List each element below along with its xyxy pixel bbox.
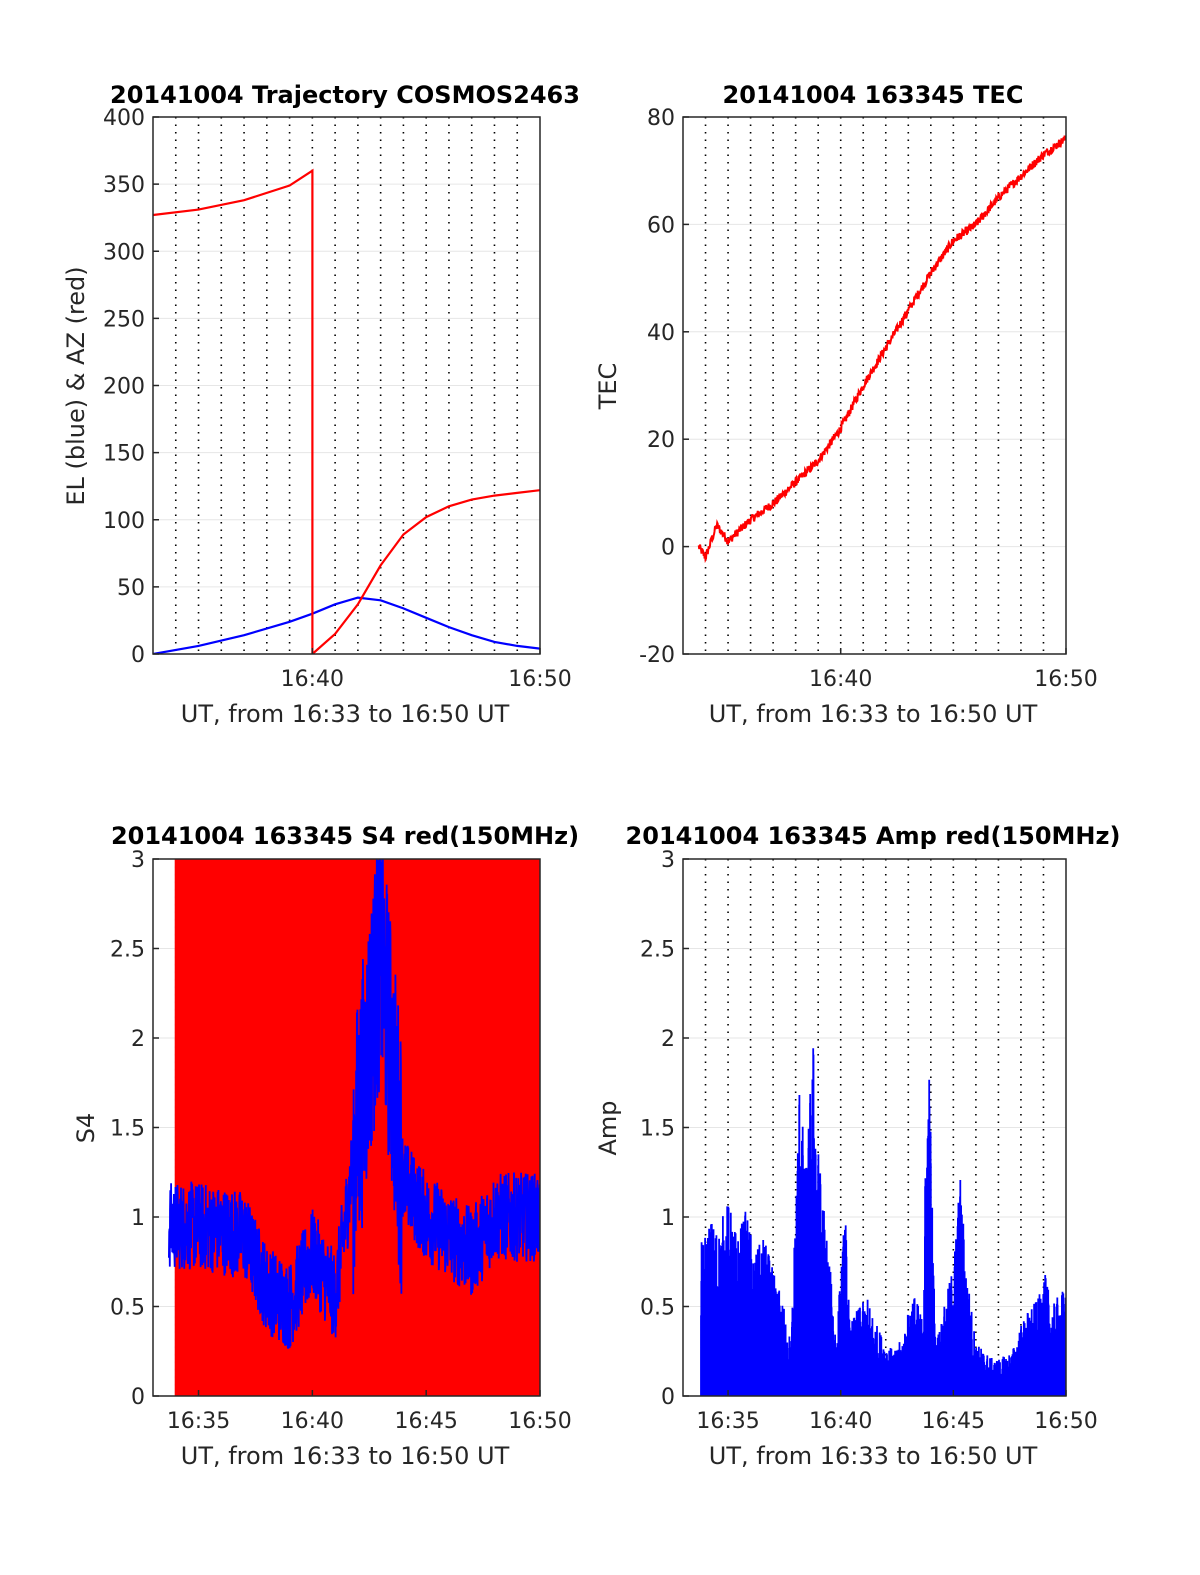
- chart-title: 20141004 163345 Amp red(150MHz): [626, 822, 1121, 850]
- y-tick-label: 3: [131, 848, 145, 873]
- y-tick-label: 0.5: [110, 1296, 145, 1321]
- y-tick-label: 0: [131, 1385, 145, 1410]
- y-tick-label: 1.5: [110, 1117, 145, 1142]
- series-group: [168, 859, 540, 1396]
- series-group: [697, 135, 1066, 564]
- chart-tec: 20141004 163345 TEC UT, from 16:33 to 16…: [594, 81, 1098, 728]
- y-tick-label: 400: [103, 106, 145, 131]
- y-tick-label: 200: [103, 375, 145, 400]
- y-tick-label: 20: [647, 428, 675, 453]
- y-tick-label: 250: [103, 307, 145, 332]
- x-tick-label: 16:40: [281, 667, 344, 692]
- x-axis-label: UT, from 16:33 to 16:50 UT: [181, 700, 510, 728]
- y-tick-label: 0.5: [640, 1296, 675, 1321]
- series-line-blue: [168, 859, 540, 1349]
- y-axis-label: S4: [72, 1113, 100, 1144]
- y-tick-label: 150: [103, 442, 145, 467]
- x-axis-label: UT, from 16:33 to 16:50 UT: [181, 1442, 510, 1470]
- chart-s4: 20141004 163345 S4 red(150MHz) UT, from …: [72, 822, 579, 1470]
- x-tick-label: 16:35: [696, 1409, 759, 1434]
- y-tick-label: 100: [103, 509, 145, 534]
- series-line-red: [153, 168, 540, 654]
- y-tick-label: 0: [661, 1385, 675, 1410]
- y-tick-label: 2: [131, 1027, 145, 1052]
- x-axis-label: UT, from 16:33 to 16:50 UT: [709, 700, 1038, 728]
- y-axis-label: EL (blue) & AZ (red): [62, 266, 90, 505]
- series-group: [153, 168, 540, 654]
- y-axis-label: Amp: [594, 1100, 622, 1155]
- y-tick-label: 2: [661, 1027, 675, 1052]
- y-tick-label: 350: [103, 173, 145, 198]
- series-line-red: [174, 859, 540, 1396]
- chart-title: 20141004 163345 S4 red(150MHz): [111, 822, 579, 850]
- y-axis-label: TEC: [594, 363, 622, 411]
- series-group: [700, 1048, 1066, 1396]
- y-tick-label: 1: [661, 1206, 675, 1231]
- x-tick-label: 16:50: [1034, 667, 1097, 692]
- chart-amp: 20141004 163345 Amp red(150MHz) UT, from…: [594, 822, 1120, 1470]
- chart-trajectory: 20141004 Trajectory COSMOS2463 UT, from …: [62, 81, 580, 728]
- y-tick-label: 1.5: [640, 1117, 675, 1142]
- x-tick-label: 16:45: [394, 1409, 457, 1434]
- y-tick-label: 40: [647, 321, 675, 346]
- x-tick-label: 16:40: [809, 667, 872, 692]
- y-tick-label: 1: [131, 1206, 145, 1231]
- x-tick-label: 16:35: [167, 1409, 230, 1434]
- series-line-blue: [153, 596, 540, 654]
- x-tick-label: 16:50: [508, 1409, 571, 1434]
- y-tick-label: 80: [647, 106, 675, 131]
- y-tick-label: 60: [647, 213, 675, 238]
- chart-title: 20141004 163345 TEC: [723, 81, 1024, 109]
- x-tick-label: 16:45: [922, 1409, 985, 1434]
- y-tick-label: 50: [117, 576, 145, 601]
- y-tick-label: 2.5: [640, 938, 675, 963]
- y-tick-label: 0: [131, 643, 145, 668]
- y-tick-label: -20: [639, 643, 675, 668]
- x-axis-label: UT, from 16:33 to 16:50 UT: [709, 1442, 1038, 1470]
- x-tick-label: 16:40: [281, 1409, 344, 1434]
- y-tick-label: 300: [103, 240, 145, 265]
- y-tick-label: 2.5: [110, 938, 145, 963]
- series-line-blue: [700, 1048, 1066, 1396]
- y-tick-label: 3: [661, 848, 675, 873]
- y-tick-label: 0: [661, 536, 675, 561]
- series-line-red: [697, 135, 1066, 564]
- x-tick-label: 16:50: [1034, 1409, 1097, 1434]
- chart-title: 20141004 Trajectory COSMOS2463: [110, 81, 580, 109]
- plot-frame: [682, 116, 1067, 655]
- x-tick-label: 16:50: [508, 667, 571, 692]
- x-tick-label: 16:40: [809, 1409, 872, 1434]
